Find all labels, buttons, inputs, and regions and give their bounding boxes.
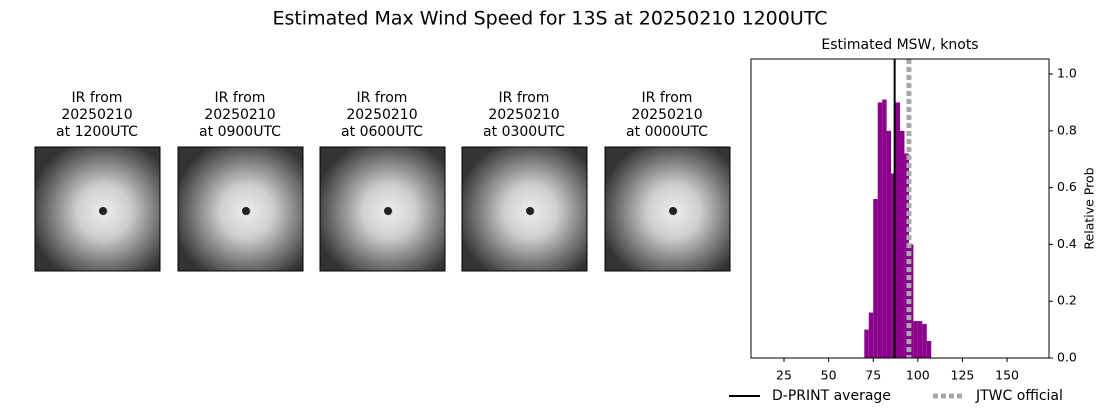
plot-frame	[750, 58, 1050, 359]
panel-title: IR from	[642, 90, 693, 106]
bar	[886, 130, 892, 358]
ir-image	[461, 146, 588, 272]
panel-title: 20250210	[61, 107, 132, 123]
legend-label: JTWC official	[975, 388, 1063, 404]
panel-title: at 0300UTC	[483, 124, 565, 140]
bar	[926, 340, 932, 358]
y-tick-label: 1.0	[1057, 66, 1077, 81]
storm-eye	[99, 207, 107, 215]
x-tick-label: 150	[995, 368, 1019, 383]
ir-image	[177, 146, 304, 272]
panel-title: 20250210	[488, 107, 559, 123]
x-tick-label: 125	[951, 368, 975, 383]
figure-title: Estimated Max Wind Speed for 13S at 2025…	[272, 8, 827, 30]
bar	[913, 321, 918, 358]
x-tick-label: 75	[865, 368, 881, 383]
bar	[922, 323, 927, 358]
x-tick-label: 50	[821, 368, 837, 383]
panel-title: at 1200UTC	[56, 124, 138, 140]
y-axis-label: Relative Prob	[1082, 167, 1097, 249]
x-tick-label: 100	[906, 368, 930, 383]
bar	[900, 130, 905, 358]
chart-title: Estimated MSW, knots	[821, 37, 978, 53]
x-tick-label: 25	[776, 368, 792, 383]
ir-image	[604, 146, 731, 272]
panel-title: IR from	[499, 90, 550, 106]
panel-title: 20250210	[346, 107, 417, 123]
bar	[891, 173, 896, 358]
y-tick-label: 0.6	[1057, 179, 1077, 194]
bar	[917, 321, 923, 358]
bar	[882, 99, 887, 359]
bar	[864, 329, 869, 358]
y-tick-label: 0.0	[1057, 350, 1077, 365]
bar	[868, 312, 874, 358]
storm-eye	[669, 207, 677, 215]
bar	[895, 102, 900, 358]
storm-eye	[242, 207, 250, 215]
panel-title: 20250210	[204, 107, 275, 123]
storm-eye	[384, 207, 392, 215]
y-tick-label: 0.4	[1057, 236, 1077, 251]
y-tick-label: 0.2	[1057, 293, 1077, 308]
panel-title: at 0600UTC	[341, 124, 423, 140]
panel-title: IR from	[357, 90, 408, 106]
ir-image	[34, 146, 161, 272]
ir-image	[319, 146, 446, 272]
bar	[877, 102, 883, 358]
bar	[873, 198, 878, 358]
panel-title: at 0000UTC	[626, 124, 708, 140]
panel-title: IR from	[72, 90, 123, 106]
legend-label: D-PRINT average	[772, 388, 891, 404]
panel-title: at 0900UTC	[199, 124, 281, 140]
y-tick-label: 0.8	[1057, 122, 1077, 137]
storm-eye	[526, 207, 534, 215]
panel-title: IR from	[215, 90, 266, 106]
panel-title: 20250210	[631, 107, 702, 123]
